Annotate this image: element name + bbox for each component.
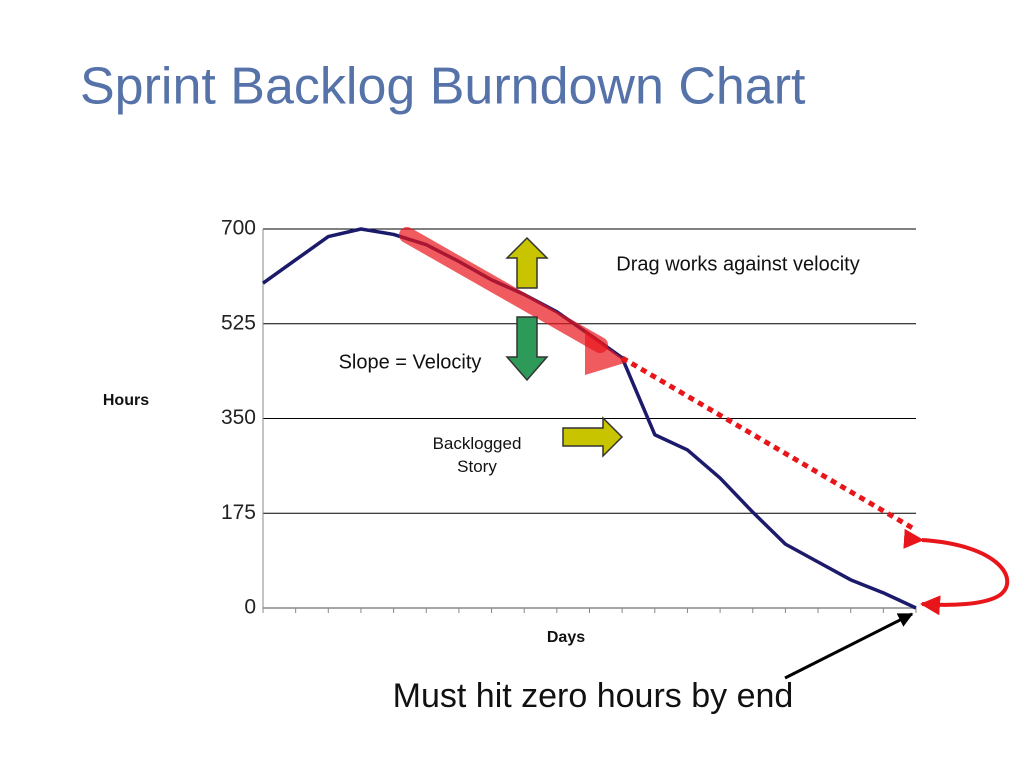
y-tick-label: 525 <box>221 311 256 334</box>
y-tick-label: 700 <box>221 217 256 240</box>
annotation: Slope = Velocity <box>339 351 482 373</box>
up-arrow <box>505 236 549 289</box>
annotation-wrap: Backlogged Story <box>432 434 522 476</box>
right-arrow <box>562 416 624 458</box>
annotation-box <box>583 245 893 285</box>
projection-line <box>620 355 918 533</box>
highlight-arrowhead <box>585 330 628 375</box>
y-tick-label: 350 <box>221 406 256 429</box>
y-tick-label: 0 <box>244 596 256 619</box>
highlight-arrow <box>399 227 608 353</box>
x-axis-label: Days <box>547 629 585 646</box>
annotation: Backlogged Story <box>432 434 522 476</box>
decorations <box>399 227 1010 680</box>
gap-arrow <box>903 528 1010 616</box>
annotation: Drag works against velocity <box>616 253 859 275</box>
down-arrow <box>505 316 549 382</box>
caption: Must hit zero hours by end <box>393 677 794 715</box>
y-axis-label: Hours <box>103 392 149 409</box>
slide-title: Sprint Backlog Burndown Chart <box>80 58 806 116</box>
pointer-arrow <box>784 612 914 680</box>
y-tick-label: 175 <box>221 501 256 524</box>
